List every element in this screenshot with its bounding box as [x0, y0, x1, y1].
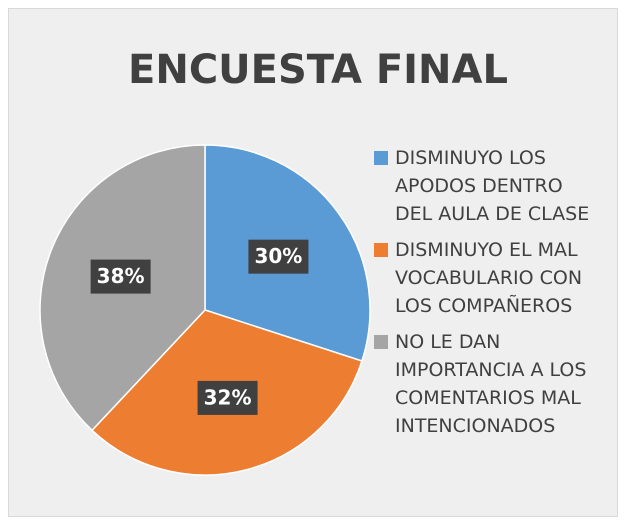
data-label: 32%: [204, 385, 252, 409]
chart-title: ENCUESTA FINAL: [128, 47, 508, 93]
data-label-box: [90, 259, 151, 294]
legend-label: NO LE DAN IMPORTANCIA A LOS COMENTARIOS …: [395, 331, 587, 437]
data-label-box: [248, 239, 309, 274]
legend: DISMINUYO LOS APODOS DENTRO DEL AULA DE …: [374, 144, 610, 440]
data-label-box: [197, 380, 258, 415]
legend-label: DISMINUYO LOS APODOS DENTRO DEL AULA DE …: [395, 147, 590, 225]
legend-swatch: [374, 335, 388, 349]
legend-item: DISMINUYO EL MAL VOCABULARIO CON LOS COM…: [374, 236, 610, 320]
data-label: 30%: [254, 244, 302, 268]
legend-swatch: [374, 243, 388, 257]
legend-swatch: [374, 151, 388, 165]
legend-item: DISMINUYO LOS APODOS DENTRO DEL AULA DE …: [374, 144, 610, 228]
legend-label: DISMINUYO EL MAL VOCABULARIO CON LOS COM…: [395, 239, 583, 317]
data-label: 38%: [97, 264, 145, 288]
legend-item: NO LE DAN IMPORTANCIA A LOS COMENTARIOS …: [374, 328, 610, 440]
